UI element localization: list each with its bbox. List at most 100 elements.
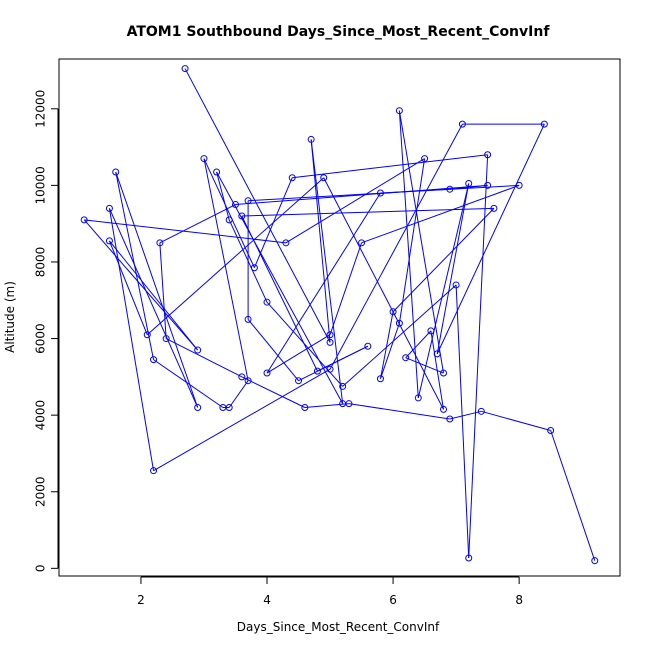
series-segment: [83, 219, 199, 351]
y-tick-label: 2000: [34, 476, 48, 507]
data-point: [194, 346, 202, 354]
series-segment: [398, 110, 444, 374]
data-point: [515, 181, 523, 189]
series-segment: [329, 242, 363, 335]
data-point: [446, 415, 454, 423]
plot-frame: [58, 58, 621, 577]
series-segment: [216, 171, 344, 404]
data-point: [395, 107, 403, 115]
data-point: [194, 403, 202, 411]
series-segment: [153, 368, 331, 472]
series-segment: [398, 158, 426, 324]
data-point: [244, 377, 252, 385]
data-point: [326, 365, 334, 373]
y-axis-label: Altitude (m): [3, 281, 17, 353]
data-point: [490, 204, 498, 212]
series-segment: [165, 338, 243, 378]
series-segment: [216, 171, 230, 220]
series-segment: [417, 183, 470, 399]
series-segment: [159, 204, 236, 244]
data-point: [440, 405, 448, 413]
data-point: [250, 264, 258, 272]
series-segment: [203, 158, 255, 268]
series-segment: [550, 430, 596, 561]
data-point: [295, 377, 303, 385]
data-point: [244, 315, 252, 323]
series-segment: [266, 192, 381, 374]
series-segment: [304, 403, 349, 408]
series-segment: [455, 284, 470, 559]
series-segment: [436, 123, 545, 355]
series-segment: [298, 345, 369, 382]
data-point: [484, 151, 492, 159]
data-point: [105, 237, 113, 245]
series-segment: [235, 184, 488, 206]
data-point: [395, 319, 403, 327]
data-point: [452, 281, 460, 289]
series-segment: [108, 208, 155, 471]
series-segment: [348, 403, 450, 420]
x-tick-label: 4: [263, 593, 271, 607]
series-segment: [310, 139, 344, 404]
data-point: [263, 369, 271, 377]
data-point: [288, 174, 296, 182]
series-segment: [153, 359, 224, 408]
data-point: [162, 335, 170, 343]
series-segment: [379, 311, 394, 379]
series-segment: [241, 215, 318, 372]
series-segment: [449, 410, 482, 420]
series-segment: [159, 242, 167, 339]
x-axis: 2 4 6 8: [137, 576, 523, 607]
data-point: [225, 216, 233, 224]
data-point: [213, 168, 221, 176]
series-segment: [228, 380, 249, 408]
series-segment: [310, 139, 331, 343]
data-point: [313, 367, 321, 375]
data-point: [358, 239, 366, 247]
y-tick-label: 4000: [34, 400, 48, 431]
series-segment: [292, 154, 488, 179]
data-point: [421, 155, 429, 163]
data-point: [231, 201, 239, 209]
series-segment: [392, 208, 495, 313]
y-tick-label: 10000: [34, 166, 48, 204]
data-point: [440, 369, 448, 377]
y-tick-label: 12000: [34, 90, 48, 128]
series-segment: [241, 376, 306, 408]
chart-title: ATOM1 Southbound Days_Since_Most_Recent_…: [127, 24, 551, 40]
data-point: [477, 407, 485, 415]
data-point: [547, 426, 555, 434]
data-point: [156, 239, 164, 247]
data-point: [143, 331, 151, 339]
x-tick-label: 8: [515, 593, 523, 607]
data-point: [364, 342, 372, 350]
data-point: [591, 557, 599, 565]
x-tick-label: 2: [137, 593, 145, 607]
series-segment: [329, 123, 463, 370]
series-segment: [108, 208, 199, 408]
series-segment: [361, 184, 520, 244]
series-segment: [84, 219, 286, 244]
series-segment: [342, 284, 457, 387]
data-point: [484, 181, 492, 189]
series-points: [80, 65, 599, 565]
data-point: [376, 189, 384, 197]
data-point: [282, 239, 290, 247]
series-segment: [266, 334, 331, 374]
series-segment: [481, 410, 551, 431]
data-point: [200, 155, 208, 163]
series-segment: [398, 110, 419, 398]
data-point: [80, 216, 88, 224]
series-segment: [109, 240, 199, 351]
series-segment: [184, 68, 331, 343]
series-segment: [115, 171, 199, 408]
series-segment: [430, 330, 444, 410]
y-tick-label: 0: [34, 565, 48, 573]
x-axis-label: Days_Since_Most_Recent_ConvInf: [237, 620, 440, 634]
data-point: [465, 179, 473, 187]
y-tick-label: 6000: [34, 323, 48, 354]
data-point: [307, 135, 315, 143]
